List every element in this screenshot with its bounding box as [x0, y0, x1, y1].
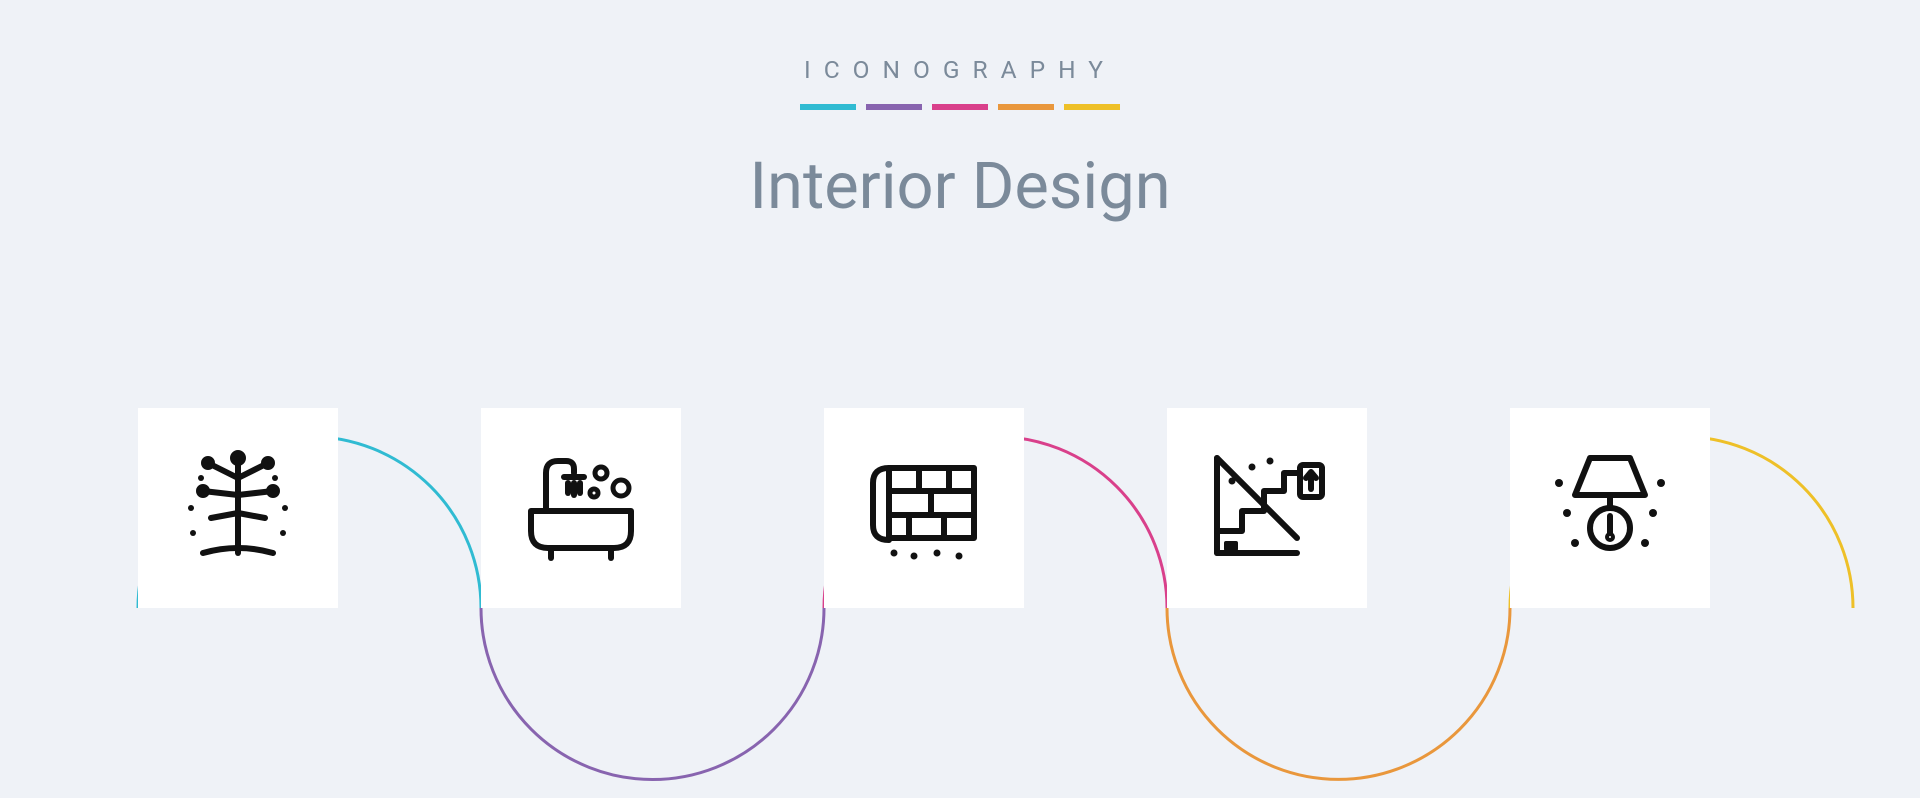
header-kicker: ICONOGRAPHY — [0, 55, 1920, 84]
bathtub-icon — [516, 443, 646, 573]
icon-tile — [824, 408, 1024, 608]
blueprint-icon — [859, 443, 989, 573]
icon-tile — [481, 408, 681, 608]
accent-underline — [0, 104, 1920, 110]
header: ICONOGRAPHY Interior Design — [0, 55, 1920, 224]
icon-tile — [138, 408, 338, 608]
lamp-icon — [1545, 443, 1675, 573]
stairs-icon — [1202, 443, 1332, 573]
icon-tile — [1167, 408, 1367, 608]
coat-rack-icon — [173, 443, 303, 573]
header-title: Interior Design — [0, 148, 1920, 224]
icon-tile — [1510, 408, 1710, 608]
